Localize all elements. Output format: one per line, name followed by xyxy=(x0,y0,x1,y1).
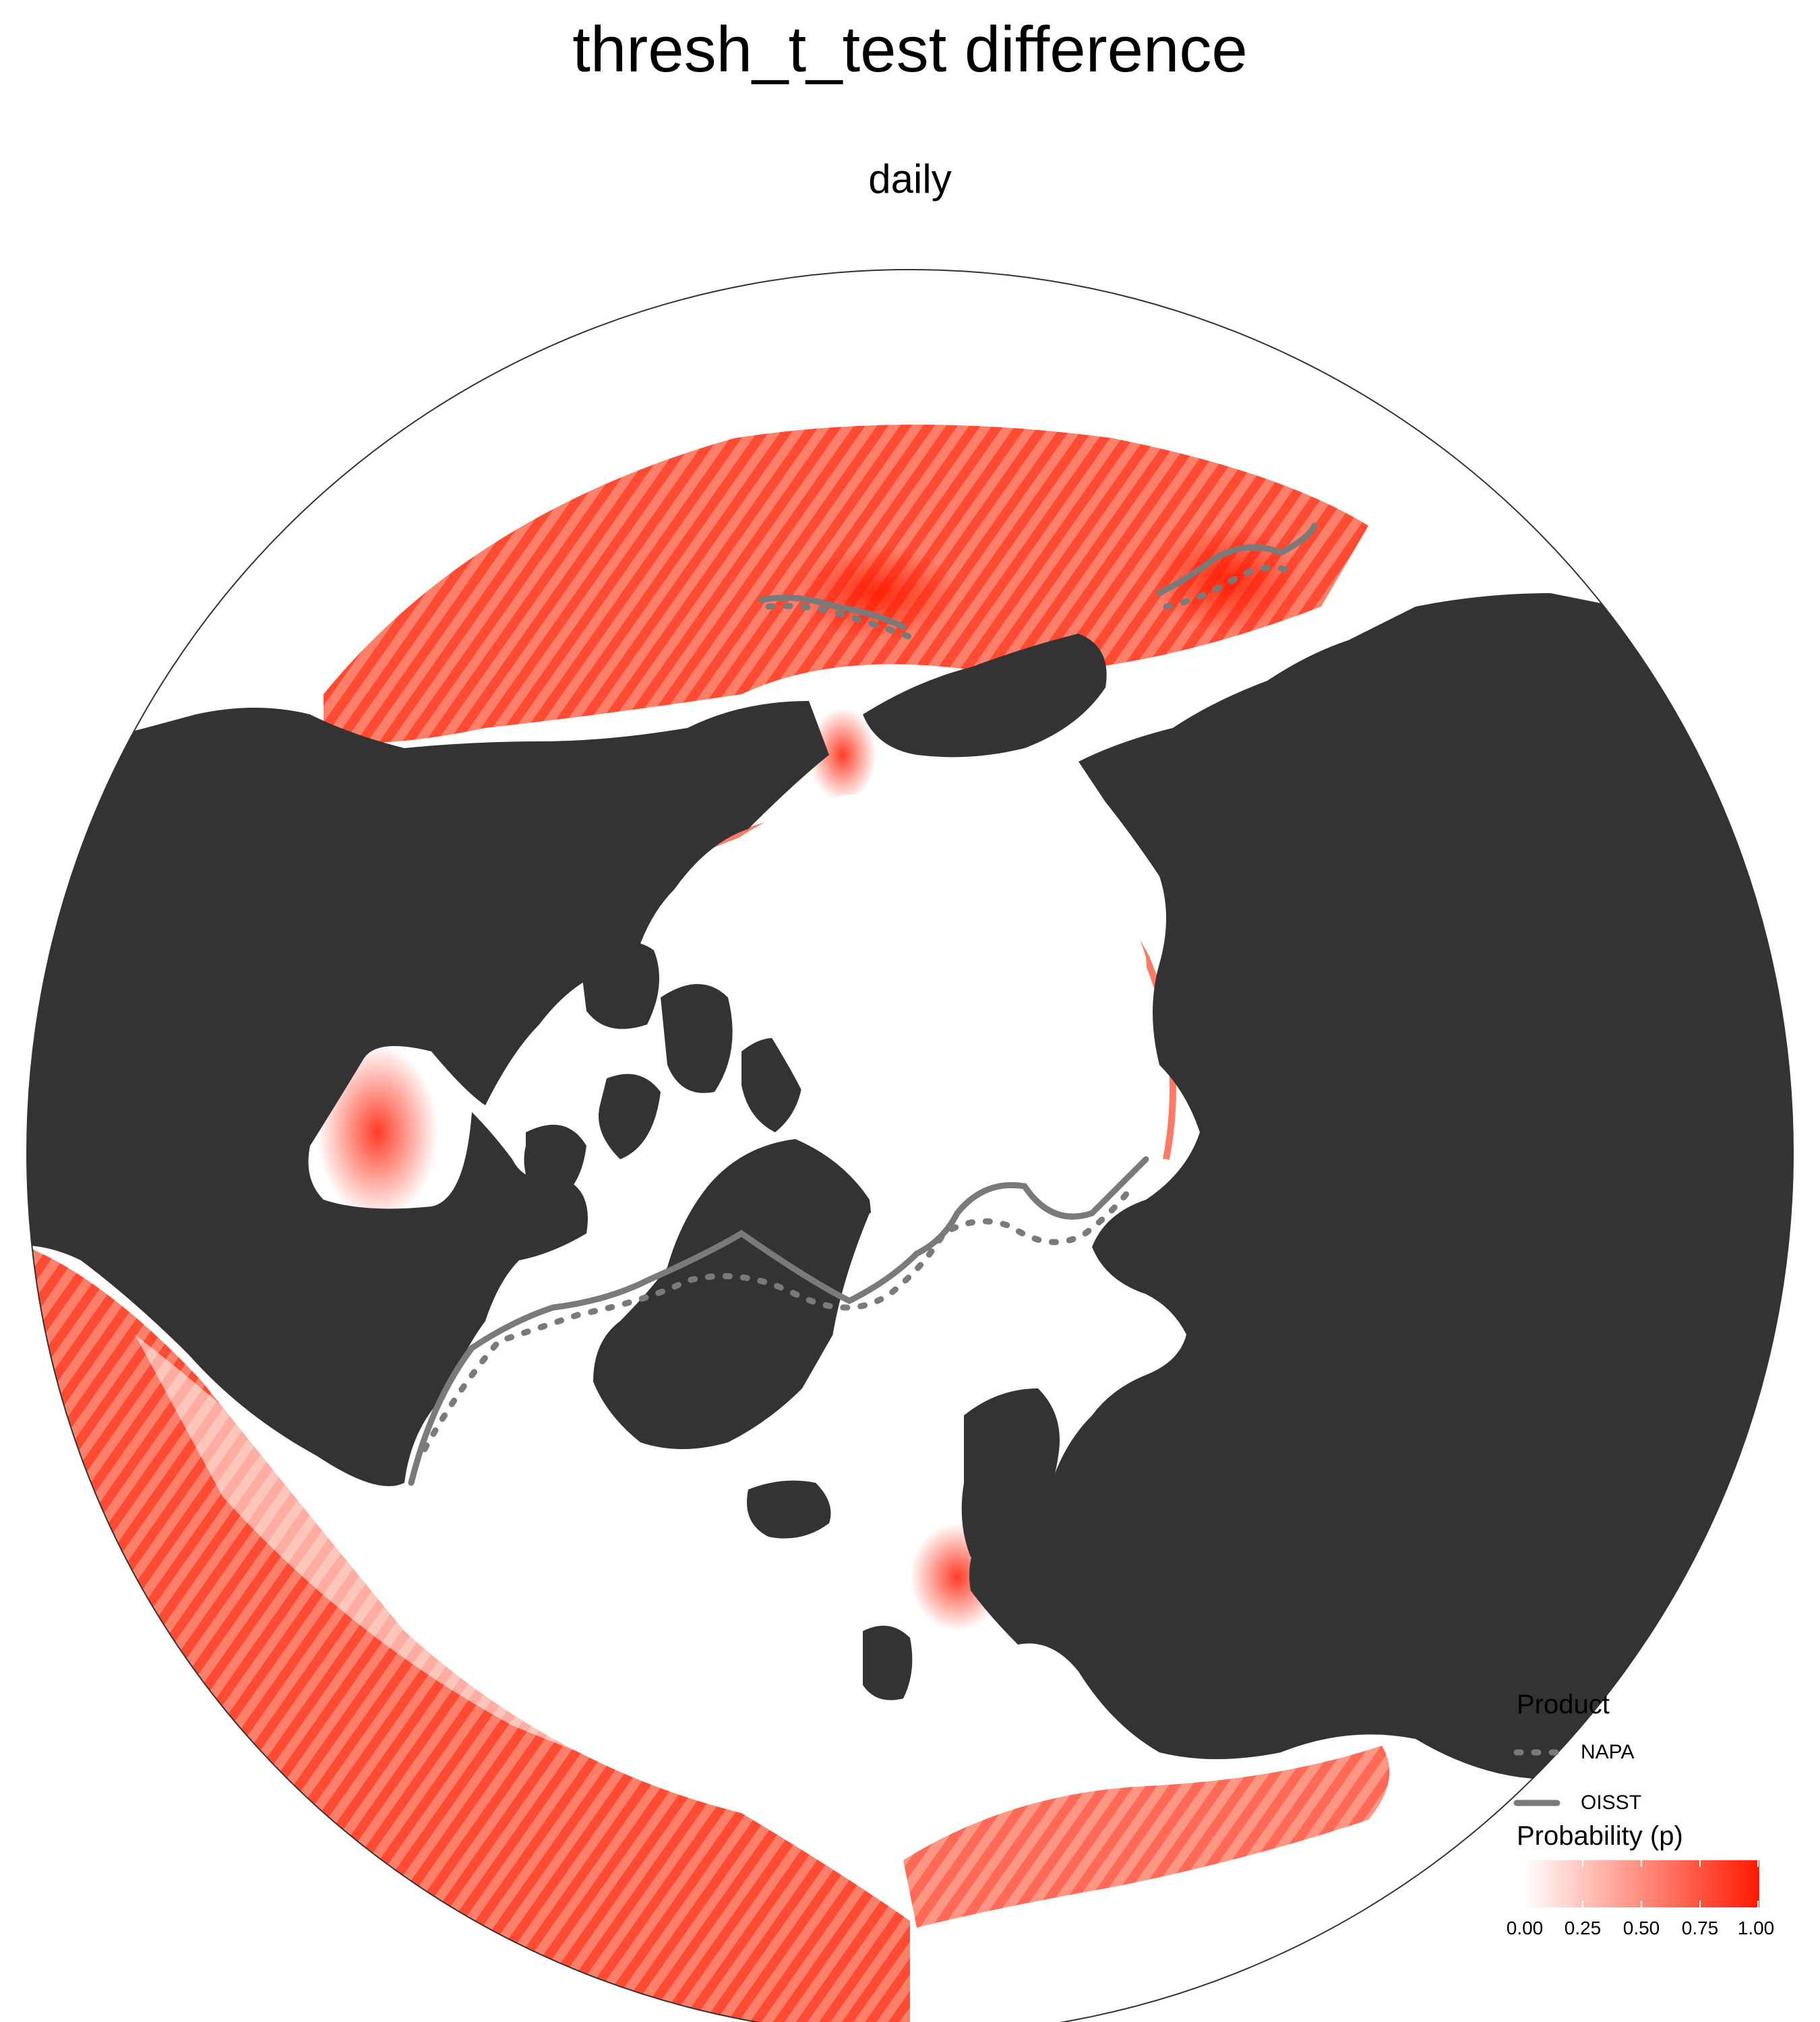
archipelago-island-2 xyxy=(661,984,733,1093)
colorbar-tick-2: 0.50 xyxy=(1622,1918,1660,1938)
british-isles-land xyxy=(863,1626,913,1701)
landmasses xyxy=(27,593,1793,1779)
okhotsk-hotspot xyxy=(1153,526,1301,634)
hudson-bay-hotspot xyxy=(317,1045,438,1220)
globe-edge xyxy=(26,269,1794,2022)
atlantic-probability-field-inner xyxy=(135,1335,843,1833)
product-legend-title: Product xyxy=(1517,1690,1610,1719)
probability-colorbar xyxy=(1523,1860,1759,1907)
mediterranean-probability-field xyxy=(903,1746,1390,1928)
archipelago-island-1 xyxy=(580,942,659,1029)
legend-oisst-label: OISST xyxy=(1581,1791,1642,1814)
aleutian-hotspot xyxy=(795,546,957,640)
alaska-land xyxy=(863,634,1107,758)
napa-okhotsk-line xyxy=(765,564,1298,640)
colorbar-tick-0: 0.00 xyxy=(1506,1918,1544,1938)
north-america-land xyxy=(27,674,829,1486)
colorbar-tick-4: 1.00 xyxy=(1737,1918,1775,1938)
archipelago-island-5 xyxy=(524,1124,586,1206)
bering-hotspot xyxy=(809,708,876,802)
map-title: thresh_t_test difference xyxy=(572,13,1248,86)
greenland-land xyxy=(593,1139,872,1449)
iceland-land xyxy=(747,1480,831,1539)
map-subtitle: daily xyxy=(868,156,952,202)
legend-napa-label: NAPA xyxy=(1581,1741,1635,1763)
colorbar-tick-3: 0.75 xyxy=(1681,1918,1719,1938)
napa-boundary-line xyxy=(421,1183,1136,1452)
arctic-ocean xyxy=(674,794,1149,1196)
eurasia-land xyxy=(969,593,1793,1779)
probability-legend-title: Probability (p) xyxy=(1517,1821,1683,1851)
archipelago-island-4 xyxy=(599,1074,661,1159)
oisst-okhotsk-line xyxy=(758,522,1318,630)
oisst-boundary-line xyxy=(408,1156,1149,1486)
product-lines xyxy=(408,522,1318,1486)
colorbar-tick-1: 0.25 xyxy=(1564,1918,1602,1938)
nordic-seas xyxy=(829,1206,1079,1409)
scandinavia-land xyxy=(961,1388,1060,1558)
